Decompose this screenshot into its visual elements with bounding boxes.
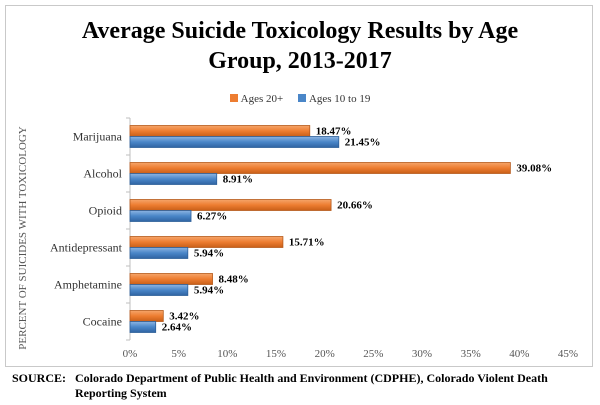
data-label-ages-10-to-19-opioid: 6.27%	[197, 211, 227, 223]
data-label-ages-20-cocaine: 3.42%	[169, 311, 199, 323]
category-label-marijuana: Marijuana	[73, 130, 123, 144]
legend-swatch-ages-20-plus	[229, 94, 238, 102]
category-label-amphetamine: Amphetamine	[54, 278, 122, 292]
x-tick-label: 20%	[315, 348, 335, 360]
data-label-ages-20-opioid: 20.66%	[337, 200, 373, 212]
category-label-opioid: Opioid	[89, 204, 122, 218]
x-tick-label: 35%	[461, 348, 481, 360]
chart-legend: Ages 20+ Ages 10 to 19	[6, 92, 594, 106]
data-label-ages-10-to-19-alcohol: 8.91%	[223, 174, 253, 186]
category-label-cocaine: Cocaine	[83, 315, 122, 329]
x-tick-label: 40%	[509, 348, 529, 360]
category-label-antidepressant: Antidepressant	[50, 241, 123, 255]
chart-title: Average Suicide Toxicology Results by Ag…	[6, 16, 594, 76]
data-label-ages-20-alcohol: 39.08%	[516, 163, 552, 175]
bar-ages-20-opioid	[129, 199, 332, 211]
bar-ages-10-to-19-cocaine	[129, 321, 157, 333]
x-tick-label: 5%	[171, 348, 186, 360]
data-label-ages-10-to-19-antidepressant: 5.94%	[194, 248, 224, 260]
chart-title-line-1: Average Suicide Toxicology Results by Ag…	[81, 18, 519, 44]
x-tick-label: 30%	[412, 348, 432, 360]
bar-ages-10-to-19-amphetamine	[129, 284, 189, 296]
data-label-ages-10-to-19-marijuana: 21.45%	[345, 137, 381, 149]
legend-item-ages-10-to-19: Ages 10 to 19	[297, 92, 371, 106]
bar-ages-20-alcohol	[129, 162, 511, 174]
bar-ages-20-amphetamine	[129, 273, 213, 285]
data-label-ages-20-antidepressant: 15.71%	[289, 237, 325, 249]
data-label-ages-20-marijuana: 18.47%	[316, 126, 352, 138]
bar-chart-plot: PERCENT OF SUICIDES WITH TOXICOLOGY 0% 5%…	[17, 117, 578, 360]
legend-label-ages-10-to-19: Ages 10 to 19	[308, 93, 371, 105]
x-tick-label: 0%	[123, 348, 138, 360]
legend-swatch-ages-10-to-19	[297, 94, 306, 102]
x-tick-label: 15%	[266, 348, 286, 360]
chart-frame: Average Suicide Toxicology Results by Ag…	[5, 5, 593, 367]
legend-item-ages-20-plus: Ages 20+	[229, 92, 284, 106]
bar-ages-20-marijuana	[129, 125, 311, 137]
x-tick-label: 25%	[363, 348, 383, 360]
x-tick-label: 10%	[217, 348, 237, 360]
bar-ages-20-cocaine	[129, 310, 164, 322]
bar-ages-10-to-19-opioid	[129, 210, 192, 222]
bar-ages-20-antidepressant	[129, 236, 284, 248]
source-text: Colorado Department of Public Health and…	[75, 371, 548, 400]
data-label-ages-10-to-19-amphetamine: 5.94%	[194, 285, 224, 297]
bar-ages-10-to-19-marijuana	[129, 136, 340, 148]
data-label-ages-10-to-19-cocaine: 2.64%	[162, 322, 192, 334]
bar-ages-10-to-19-antidepressant	[129, 247, 189, 259]
bar-ages-10-to-19-alcohol	[129, 173, 218, 185]
legend-label-ages-20-plus: Ages 20+	[240, 93, 284, 105]
x-tick-label: 45%	[558, 348, 578, 360]
category-label-alcohol: Alcohol	[83, 167, 122, 181]
data-label-ages-20-amphetamine: 8.48%	[219, 274, 249, 286]
source-label: SOURCE:	[12, 371, 67, 385]
chart-title-line-2: Group, 2013-2017	[208, 48, 392, 74]
y-axis-label: PERCENT OF SUICIDES WITH TOXICOLOGY	[17, 126, 29, 350]
